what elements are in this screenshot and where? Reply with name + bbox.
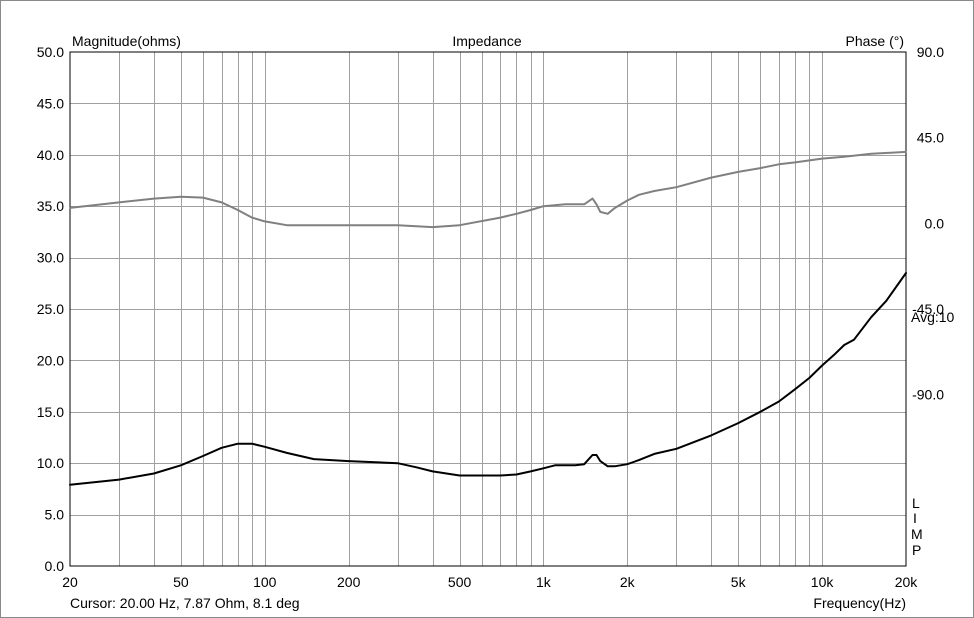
y-left-tick-label: 10.0 [37,455,64,471]
x-tick-label: 200 [337,574,361,590]
y-left-tick-label: 30.0 [37,250,64,266]
series-layer [69,150,907,486]
x-tick-label: 500 [448,574,472,590]
x-axis-label: Frequency(Hz) [813,595,906,611]
x-tick-label: 100 [253,574,277,590]
y-right-tick-label: -90.0 [912,387,944,403]
x-tick-label: 5k [731,574,747,590]
tick-labels: 20 50 100 200 500 1k 2k 5k 10k 20k 0.0 5.0 10.0 15.0 2… [37,44,944,590]
cursor-readout: Cursor: 20.00 Hz, 7.87 Ohm, 8.1 deg [70,595,300,611]
x-tick-label: 20k [895,574,919,590]
y-left-tick-label: 40.0 [37,147,64,163]
x-tick-label: 10k [811,574,835,590]
limp-letter-p: P [912,542,921,558]
y-left-tick-label: 25.0 [37,301,64,317]
phase-series-line [69,150,907,229]
y-right-tick-label: 90.0 [917,44,944,60]
limp-letter-l: L [912,495,920,511]
plot-border [69,51,907,567]
y-left-tick-label: 35.0 [37,198,64,214]
avg-annotation: Avg:10 [911,309,955,325]
y-left-tick-label: 5.0 [45,507,65,523]
y-right-tick-label: 45.0 [917,130,944,146]
chart-title: Impedance [452,33,521,49]
x-tick-label: 20 [62,574,78,590]
limp-letter-m: M [911,526,923,542]
y-left-tick-label: 0.0 [45,558,65,574]
y-left-tick-label: 50.0 [37,44,64,60]
x-tick-label: 1k [536,574,552,590]
y-left-tick-label: 20.0 [37,352,64,368]
x-tick-label: 50 [173,574,189,590]
limp-letter-i: I [913,510,917,526]
y-left-tick-label: 15.0 [37,404,64,420]
y-right-tick-label: 0.0 [925,215,945,231]
y-right-tick-label: -45.0 [912,301,944,317]
x-tick-label: 2k [620,574,636,590]
y-left-axis-label: Magnitude(ohms) [72,33,181,49]
y-right-axis-label: Phase (°) [845,33,904,49]
y-left-tick-label: 45.0 [37,95,64,111]
magnitude-series-line [69,272,907,486]
